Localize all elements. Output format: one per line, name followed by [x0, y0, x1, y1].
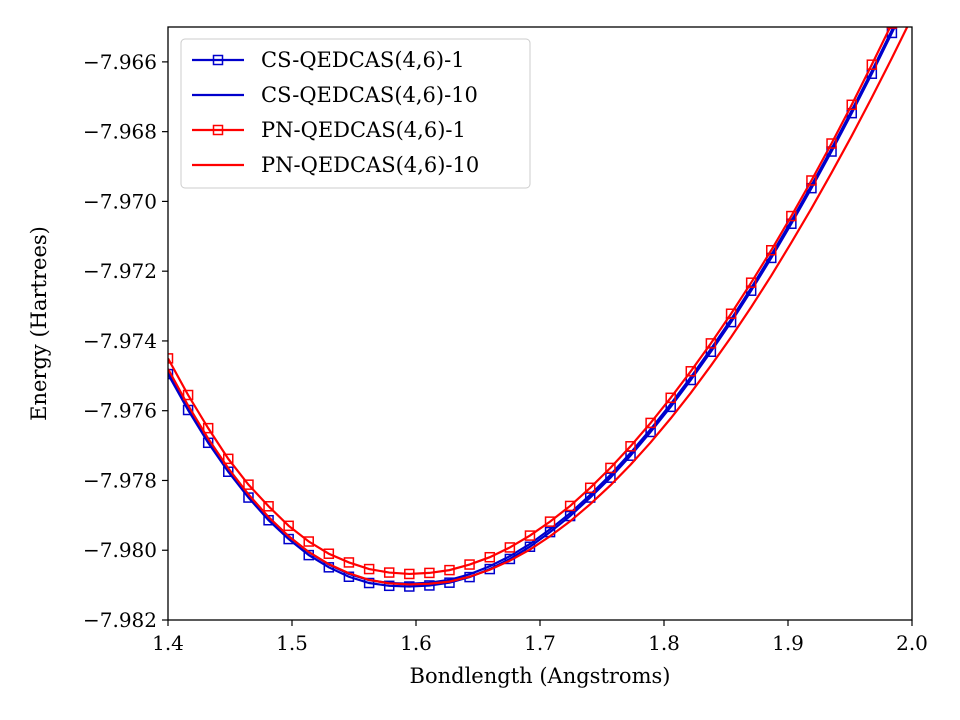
y-axis-label: Energy (Hartrees) [27, 226, 51, 421]
y-tick-label: −7.976 [83, 399, 157, 423]
data-point-marker [363, 577, 375, 589]
x-tick-label: 1.8 [648, 631, 680, 655]
data-point-marker [168, 353, 174, 364]
x-tick-label: 1.4 [152, 631, 184, 655]
data-point-marker [223, 453, 234, 465]
data-point-marker [685, 366, 697, 377]
data-point-marker [444, 564, 455, 576]
data-point-marker [584, 482, 596, 494]
data-point-marker [786, 210, 797, 222]
data-point-marker [283, 520, 294, 532]
x-tick-label: 2.0 [896, 631, 928, 655]
y-tick-label: −7.970 [83, 189, 157, 213]
legend-marker-1 [212, 54, 224, 66]
data-point-marker [504, 542, 516, 553]
data-point-marker [524, 530, 536, 541]
data-point-marker [625, 441, 636, 452]
series-line-1 [168, 27, 896, 588]
data-point-marker [725, 308, 737, 319]
data-point-marker [886, 27, 898, 29]
y-tick-label: −7.972 [83, 259, 157, 283]
data-point-marker [363, 563, 375, 575]
series-line-3 [168, 27, 892, 576]
y-tick-label: −7.978 [83, 468, 157, 492]
y-tick-label: −7.974 [83, 329, 157, 353]
data-point-marker [168, 368, 174, 380]
data-point-marker [343, 557, 355, 568]
legend-marker-3 [212, 124, 224, 136]
data-point-marker [424, 580, 435, 591]
x-axis: 1.4 1.5 1.6 1.7 1.8 1.9 2.0 [152, 620, 928, 655]
y-tick-label: −7.966 [83, 50, 157, 74]
data-point-marker [404, 581, 415, 592]
data-point-marker [202, 422, 214, 434]
legend-label-3: PN-QEDCAS(4,6)-1 [261, 118, 466, 142]
data-point-marker [605, 462, 616, 474]
legend-label-1: CS-QEDCAS(4,6)-1 [261, 48, 465, 72]
data-point-marker [766, 244, 777, 256]
legend-box [180, 38, 531, 189]
data-point-marker [404, 568, 415, 580]
data-point-marker [826, 138, 837, 149]
data-point-marker [544, 516, 556, 527]
data-point-marker [745, 277, 757, 288]
data-point-marker [806, 175, 817, 186]
data-point-marker [665, 392, 676, 404]
data-point-marker [263, 501, 274, 512]
data-point-marker [605, 472, 616, 483]
y-tick-label: −7.982 [83, 608, 157, 632]
data-point-marker [383, 580, 395, 592]
x-tick-label: 1.6 [400, 631, 432, 655]
data-point-marker [645, 417, 656, 429]
data-point-marker [243, 479, 254, 490]
legend-label-4: PN-QEDCAS(4,6)-10 [261, 153, 479, 177]
y-axis: −7.982 −7.980 −7.978 −7.976 −7.974 −7.972 −7.9… [83, 50, 168, 632]
x-axis-label: Bondlength (Angstroms) [410, 664, 671, 688]
legend-label-2: CS-QEDCAS(4,6)-10 [261, 83, 478, 107]
data-point-marker [866, 59, 878, 70]
data-point-marker [705, 338, 717, 349]
data-point-marker [424, 567, 435, 579]
legend: CS-QEDCAS(4,6)-1 CS-QEDCAS(4,6)-10 PN-QEDC… [180, 38, 531, 189]
data-point-marker [303, 536, 314, 547]
x-tick-label: 1.5 [276, 631, 308, 655]
data-point-marker [383, 567, 395, 578]
data-point-marker [564, 500, 576, 512]
series-layer [168, 27, 909, 592]
x-tick-label: 1.7 [524, 631, 556, 655]
y-tick-label: −7.968 [83, 120, 157, 144]
y-tick-label: −7.980 [83, 538, 157, 562]
data-point-marker [323, 548, 335, 559]
series-line-4 [168, 27, 909, 586]
data-point-marker [464, 559, 475, 570]
data-point-marker [846, 99, 857, 111]
x-tick-label: 1.9 [772, 631, 804, 655]
data-point-marker [484, 551, 496, 563]
